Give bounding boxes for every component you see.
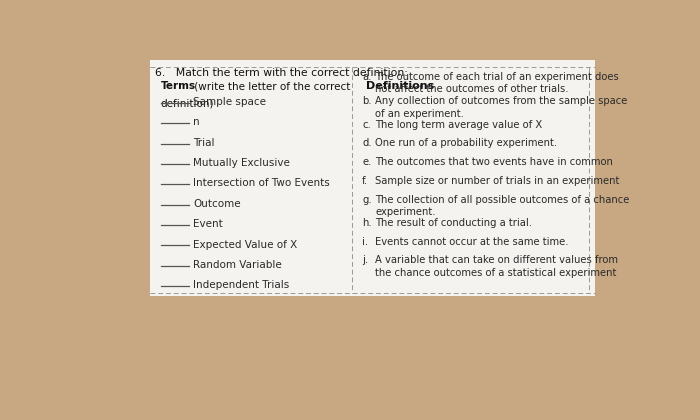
Text: Sample size or number of trials in an experiment: Sample size or number of trials in an ex… — [375, 176, 620, 186]
Text: Events cannot occur at the same time.: Events cannot occur at the same time. — [375, 237, 568, 247]
Text: (write the letter of the correct: (write the letter of the correct — [190, 81, 350, 91]
Text: Event: Event — [193, 219, 223, 229]
Text: Intersection of Two Events: Intersection of Two Events — [193, 178, 330, 189]
Text: experiment.: experiment. — [375, 207, 435, 217]
Text: h.: h. — [362, 218, 372, 228]
Text: of an experiment.: of an experiment. — [375, 109, 464, 118]
Text: b.: b. — [362, 96, 372, 106]
Text: c.: c. — [362, 120, 371, 130]
FancyBboxPatch shape — [150, 60, 595, 296]
Text: The outcome of each trial of an experiment does: The outcome of each trial of an experime… — [375, 72, 619, 82]
Text: The result of conducting a trial.: The result of conducting a trial. — [375, 218, 532, 228]
Text: a.: a. — [362, 72, 372, 82]
Text: The outcomes that two events have in common: The outcomes that two events have in com… — [375, 157, 613, 167]
Text: Trial: Trial — [193, 138, 215, 148]
Text: j.: j. — [362, 255, 368, 265]
Text: Definitions: Definitions — [366, 81, 434, 91]
Text: definition): definition) — [161, 99, 214, 109]
Text: n: n — [193, 117, 200, 127]
Text: f.: f. — [362, 176, 368, 186]
Text: Sample space: Sample space — [193, 97, 266, 107]
Text: Expected Value of X: Expected Value of X — [193, 239, 298, 249]
Text: d.: d. — [362, 138, 372, 148]
Text: i.: i. — [362, 237, 368, 247]
Text: Mutually Exclusive: Mutually Exclusive — [193, 158, 290, 168]
Text: A variable that can take on different values from: A variable that can take on different va… — [375, 255, 618, 265]
Text: e.: e. — [362, 157, 372, 167]
Text: Random Variable: Random Variable — [193, 260, 282, 270]
Text: g.: g. — [362, 194, 372, 205]
Text: Independent Trials: Independent Trials — [193, 280, 290, 290]
Text: Terms: Terms — [161, 81, 196, 91]
Text: Outcome: Outcome — [193, 199, 241, 209]
Text: the chance outcomes of a statistical experiment: the chance outcomes of a statistical exp… — [375, 268, 617, 278]
Text: Any collection of outcomes from the sample space: Any collection of outcomes from the samp… — [375, 96, 627, 106]
Text: The long term average value of X: The long term average value of X — [375, 120, 542, 130]
Text: The collection of all possible outcomes of a chance: The collection of all possible outcomes … — [375, 194, 629, 205]
Text: not affect the outcomes of other trials.: not affect the outcomes of other trials. — [375, 84, 568, 94]
Text: 6.   Match the term with the correct definition:: 6. Match the term with the correct defin… — [155, 68, 408, 78]
Text: One run of a probability experiment.: One run of a probability experiment. — [375, 138, 557, 148]
